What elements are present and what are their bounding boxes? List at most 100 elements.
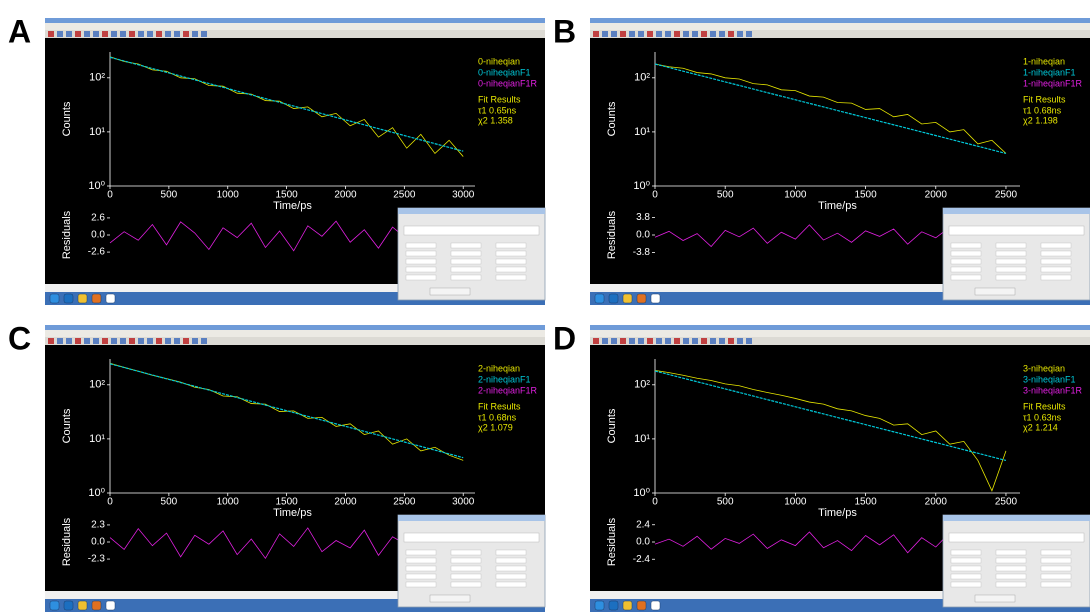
dialog-field bbox=[495, 573, 527, 580]
legend-entry: 1-niheqianF1R bbox=[1023, 78, 1083, 88]
x-tick-label: 1500 bbox=[854, 497, 877, 508]
y-tick-label: 10¹ bbox=[634, 433, 650, 445]
data-line bbox=[109, 363, 464, 459]
toolbar-icon bbox=[665, 338, 671, 344]
panel-label: A bbox=[8, 13, 31, 49]
toolbar-icon bbox=[719, 338, 725, 344]
toolbar-icon bbox=[120, 338, 126, 344]
dialog-field bbox=[950, 274, 982, 281]
residual-tick-label: 2.3 bbox=[91, 520, 105, 531]
x-tick-label: 1500 bbox=[275, 190, 298, 201]
toolbar-icon bbox=[111, 338, 117, 344]
y-tick-label: 10¹ bbox=[89, 126, 105, 138]
x-tick-label: 2500 bbox=[393, 190, 416, 201]
fit-result: χ2 1.358 bbox=[478, 115, 513, 125]
toolbar-icon bbox=[138, 338, 144, 344]
residual-tick-label: -2.4 bbox=[633, 554, 651, 565]
x-tick-label: 1500 bbox=[275, 497, 298, 508]
menu-bar bbox=[45, 23, 545, 30]
taskbar-icon bbox=[105, 600, 116, 611]
dialog-field bbox=[405, 581, 437, 588]
dialog-field bbox=[1040, 581, 1072, 588]
x-tick-label: 0 bbox=[107, 190, 113, 201]
dialog-field bbox=[495, 557, 527, 564]
toolbar-icon bbox=[647, 338, 653, 344]
dialog-field bbox=[1040, 573, 1072, 580]
taskbar-icon bbox=[594, 293, 605, 304]
toolbar-icon bbox=[728, 31, 734, 37]
dialog-field bbox=[995, 266, 1027, 273]
dialog-field bbox=[495, 565, 527, 572]
toolbar-icon bbox=[75, 338, 81, 344]
title-bar bbox=[590, 18, 1090, 23]
status-bar bbox=[45, 591, 545, 599]
toolbar-icon bbox=[66, 338, 72, 344]
dialog-title bbox=[398, 208, 545, 214]
legend-entry: 2-niheqian bbox=[478, 363, 520, 373]
toolbar-icon bbox=[147, 31, 153, 37]
fit-results-title: Fit Results bbox=[478, 94, 521, 104]
y-axis-label: Counts bbox=[606, 408, 618, 443]
x-tick-label: 500 bbox=[161, 497, 178, 508]
dialog-field bbox=[450, 549, 482, 556]
toolbar-icon bbox=[201, 31, 207, 37]
dialog-field bbox=[995, 557, 1027, 564]
dialog-field bbox=[995, 274, 1027, 281]
residual-tick-label: 2.4 bbox=[636, 519, 650, 530]
taskbar-icon bbox=[622, 293, 633, 304]
toolbar-icon bbox=[93, 31, 99, 37]
y-tick-label: 10¹ bbox=[634, 126, 650, 138]
taskbar-icon bbox=[608, 293, 619, 304]
toolbar-icon bbox=[174, 338, 180, 344]
residual-axis-label: Residuals bbox=[606, 210, 618, 259]
x-tick-label: 2500 bbox=[995, 497, 1018, 508]
toolbar bbox=[590, 337, 1090, 345]
x-tick-label: 1000 bbox=[784, 190, 807, 201]
toolbar-icon bbox=[48, 31, 54, 37]
taskbar-icon bbox=[622, 600, 633, 611]
dialog-field bbox=[405, 258, 437, 265]
toolbar-icon bbox=[111, 31, 117, 37]
toolbar-icon bbox=[629, 338, 635, 344]
toolbar-icon bbox=[638, 31, 644, 37]
toolbar-icon bbox=[665, 31, 671, 37]
status-bar bbox=[45, 284, 545, 292]
toolbar-icon bbox=[66, 31, 72, 37]
toolbar-icon bbox=[674, 31, 680, 37]
residual-tick-label: 0.0 bbox=[636, 537, 650, 548]
dialog-field bbox=[450, 573, 482, 580]
x-tick-label: 2000 bbox=[925, 497, 948, 508]
taskbar-icon bbox=[636, 293, 647, 304]
toolbar-icon bbox=[147, 338, 153, 344]
dialog-field bbox=[405, 266, 437, 273]
residual-axis-label: Residuals bbox=[61, 517, 73, 566]
toolbar-icon bbox=[75, 31, 81, 37]
y-axis-label: Counts bbox=[606, 101, 618, 136]
dialog-field bbox=[495, 274, 527, 281]
dialog-field bbox=[495, 266, 527, 273]
y-axis-label: Counts bbox=[61, 101, 73, 136]
dialog-field bbox=[450, 581, 482, 588]
toolbar-icon bbox=[656, 338, 662, 344]
residual-tick-label: 3.8 bbox=[636, 212, 650, 223]
toolbar-icon bbox=[728, 338, 734, 344]
toolbar-icon bbox=[102, 31, 108, 37]
dialog-field bbox=[950, 557, 982, 564]
x-tick-label: 1000 bbox=[784, 497, 807, 508]
legend-entry: 3-niheqianF1 bbox=[1023, 374, 1076, 384]
toolbar-icon bbox=[683, 31, 689, 37]
dialog-field bbox=[405, 557, 437, 564]
toolbar-icon bbox=[48, 338, 54, 344]
toolbar-icon bbox=[602, 31, 608, 37]
dialog-field bbox=[495, 258, 527, 265]
menu-bar bbox=[590, 23, 1090, 30]
dialog-field bbox=[950, 258, 982, 265]
fit-results-title: Fit Results bbox=[478, 401, 521, 411]
toolbar-icon bbox=[183, 338, 189, 344]
residual-tick-label: 0.0 bbox=[91, 537, 105, 548]
toolbar-icon bbox=[192, 338, 198, 344]
dialog-field bbox=[995, 250, 1027, 257]
y-tick-label: 10² bbox=[634, 379, 650, 391]
dialog-field bbox=[1040, 274, 1072, 281]
dialog-field bbox=[495, 581, 527, 588]
